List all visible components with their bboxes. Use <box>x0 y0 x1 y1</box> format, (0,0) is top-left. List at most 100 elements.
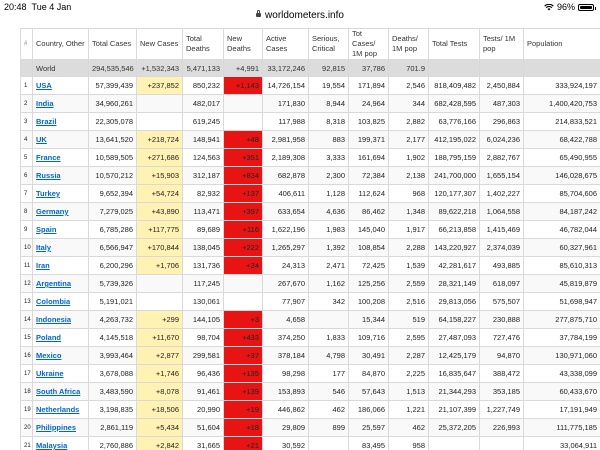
active-cases-cell: 682,878 <box>262 166 309 185</box>
new-cases-cell: +15,903 <box>136 166 183 185</box>
population-link[interactable]: 68,422,788 <box>523 130 600 149</box>
col-header-serious[interactable]: Serious, Critical <box>308 28 349 60</box>
new-cases-cell <box>136 292 183 311</box>
new-cases-cell: +271,686 <box>136 148 183 167</box>
country-cell: Philippines <box>32 418 89 437</box>
country-link[interactable]: Ukraine <box>36 369 64 378</box>
population-link[interactable]: 333,924,197 <box>523 76 600 95</box>
country-cell: Mexico <box>32 346 89 365</box>
col-header-index[interactable]: # <box>20 28 33 60</box>
country-link[interactable]: Poland <box>36 333 62 342</box>
country-cell: Poland <box>32 328 89 347</box>
total-deaths-cell: 148,941 <box>182 130 224 149</box>
col-header-tests-per-m[interactable]: Tests/ 1M pop <box>479 28 524 60</box>
row-index: 1 <box>20 76 33 95</box>
col-header-deaths-per-m[interactable]: Deaths/ 1M pop <box>388 28 429 60</box>
total-cases-cell: 5,739,326 <box>88 274 137 293</box>
population-link[interactable]: 46,782,044 <box>523 220 600 239</box>
serious-cell: 3,333 <box>308 148 349 167</box>
deaths-per-m-cell: 2,138 <box>388 166 429 185</box>
col-header-total-tests[interactable]: Total Tests <box>428 28 480 60</box>
country-link[interactable]: Russia <box>36 171 61 180</box>
tests-per-m-cell: 1,227,749 <box>479 400 524 419</box>
country-link[interactable]: India <box>36 99 54 108</box>
total-tests-cell: 412,195,022 <box>428 130 480 149</box>
wifi-icon <box>544 3 554 10</box>
country-link[interactable]: Argentina <box>36 279 72 288</box>
col-header-total-cases[interactable]: Total Cases <box>88 28 137 60</box>
col-header-new-deaths[interactable]: New Deaths <box>223 28 263 60</box>
population-link[interactable]: 65,490,955 <box>523 148 600 167</box>
new-deaths-cell: +351 <box>223 148 263 167</box>
population-link[interactable]: 51,698,947 <box>523 292 600 311</box>
country-link[interactable]: Colombia <box>36 297 71 306</box>
col-header-cases-per-m[interactable]: Tot Cases/ 1M pop <box>348 28 389 60</box>
country-link[interactable]: Philippines <box>36 423 77 432</box>
status-bar: 20:48 Tue 4 Jan worldometers.info 96% <box>0 0 600 26</box>
country-link[interactable]: Turkey <box>36 189 61 198</box>
country-link[interactable]: Brazil <box>36 117 57 126</box>
population-link[interactable]: 130,971,060 <box>523 346 600 365</box>
row-index: 15 <box>20 328 33 347</box>
country-link[interactable]: South Africa <box>36 387 81 396</box>
deaths-per-m-cell: 2,546 <box>388 76 429 95</box>
total-deaths-cell: 117,245 <box>182 274 224 293</box>
total-deaths-cell: 850,232 <box>182 76 224 95</box>
col-header-new-cases[interactable]: New Cases <box>136 28 183 60</box>
serious-cell <box>308 310 349 329</box>
country-link[interactable]: Malaysia <box>36 441 68 450</box>
address-bar[interactable]: worldometers.info <box>0 10 600 21</box>
total-tests-cell: 21,344,293 <box>428 382 480 401</box>
cases-per-m-cell: 24,964 <box>348 94 389 113</box>
population-link[interactable]: 60,433,670 <box>523 382 600 401</box>
population-link[interactable]: 37,784,199 <box>523 328 600 347</box>
table-row: 15 Poland 4,145,518 +11,670 98,704 +433 374,25… <box>20 328 600 347</box>
total-tests-cell: 25,372,205 <box>428 418 480 437</box>
country-cell: Argentina <box>32 274 89 293</box>
population-link[interactable]: 84,187,242 <box>523 202 600 221</box>
population-link[interactable]: 146,028,675 <box>523 166 600 185</box>
new-cases-cell: +117,775 <box>136 220 183 239</box>
country-link[interactable]: USA <box>36 81 52 90</box>
country-link[interactable]: Germany <box>36 207 69 216</box>
new-deaths-cell <box>223 112 263 131</box>
population-link[interactable]: 1,400,420,753 <box>523 94 600 113</box>
total-tests-cell: 16,835,647 <box>428 364 480 383</box>
total-cases-cell: 22,305,078 <box>88 112 137 131</box>
population-link[interactable]: 111,775,185 <box>523 418 600 437</box>
country-link[interactable]: France <box>36 153 61 162</box>
new-cases-cell: +43,890 <box>136 202 183 221</box>
population-link[interactable]: 43,338,099 <box>523 364 600 383</box>
country-link[interactable]: Indonesia <box>36 315 72 324</box>
cases-per-m-cell: 57,643 <box>348 382 389 401</box>
row-index: 5 <box>20 148 33 167</box>
country-link[interactable]: Mexico <box>36 351 62 360</box>
country-link[interactable]: UK <box>36 135 47 144</box>
new-cases-cell: +54,724 <box>136 184 183 203</box>
row-index: 18 <box>20 382 33 401</box>
country-link[interactable]: Spain <box>36 225 57 234</box>
population-link[interactable]: 85,610,313 <box>523 256 600 275</box>
country-link[interactable]: Netherlands <box>36 405 80 414</box>
total-tests-cell: 818,409,482 <box>428 76 480 95</box>
total-cases-cell: 4,145,518 <box>88 328 137 347</box>
table-row: 19 Netherlands 3,198,835 +18,506 20,990 +19 44… <box>20 400 600 419</box>
population-link[interactable]: 85,704,606 <box>523 184 600 203</box>
tests-per-m-cell: 493,885 <box>479 256 524 275</box>
col-header-population[interactable]: Population <box>523 28 600 60</box>
cases-per-m-cell: 83,495 <box>348 436 389 450</box>
col-header-total-deaths[interactable]: Total Deaths <box>182 28 224 60</box>
population-link[interactable]: 17,191,949 <box>523 400 600 419</box>
url-text[interactable]: worldometers.info <box>265 10 344 21</box>
col-header-country[interactable]: Country, Other <box>32 28 89 60</box>
country-link[interactable]: Italy <box>36 243 52 252</box>
population-link[interactable]: 214,833,521 <box>523 112 600 131</box>
population-link[interactable]: 277,875,710 <box>523 310 600 329</box>
deaths-per-m-cell: 1,348 <box>388 202 429 221</box>
population-link[interactable]: 33,064,911 <box>523 436 600 450</box>
table-row: 17 Ukraine 3,678,088 +1,746 96,436 +135 98,298… <box>20 364 600 383</box>
population-link[interactable]: 45,819,879 <box>523 274 600 293</box>
col-header-active-cases[interactable]: Active Cases <box>262 28 309 60</box>
population-link[interactable]: 60,327,961 <box>523 238 600 257</box>
country-link[interactable]: Iran <box>36 261 50 270</box>
